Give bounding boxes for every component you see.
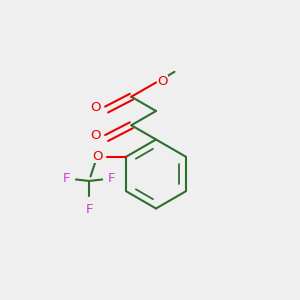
Text: O: O [158, 75, 168, 88]
Text: F: F [85, 203, 93, 216]
Text: O: O [91, 100, 101, 114]
Text: O: O [92, 150, 103, 163]
Text: F: F [62, 172, 70, 185]
Text: O: O [91, 129, 101, 142]
Text: F: F [108, 172, 116, 185]
